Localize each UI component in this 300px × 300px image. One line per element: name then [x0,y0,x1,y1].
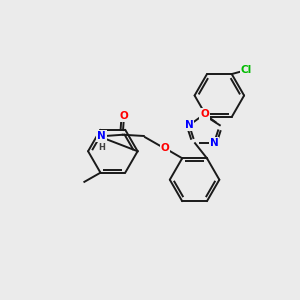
Text: Cl: Cl [241,65,252,75]
Text: H: H [98,142,105,152]
Text: N: N [185,120,194,130]
Text: O: O [200,109,209,119]
Text: N: N [210,138,218,148]
Text: O: O [120,111,128,121]
Text: N: N [97,131,106,141]
Text: O: O [160,143,169,153]
